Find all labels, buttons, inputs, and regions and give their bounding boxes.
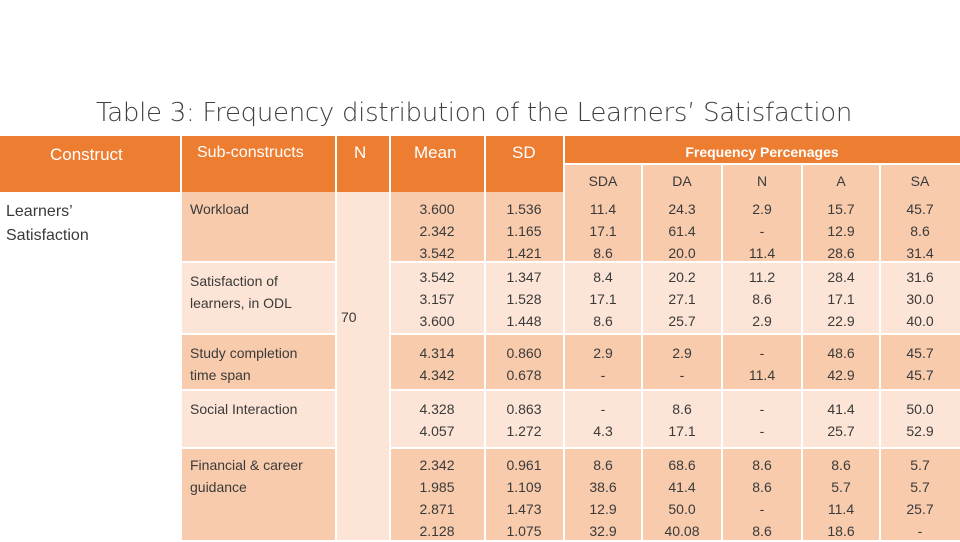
row-subconstruct: Satisfaction of learners, in ODL <box>190 273 292 311</box>
cell-n: - 11.4 <box>748 345 776 383</box>
cell-sa: 31.6 30.0 40.0 <box>906 269 934 329</box>
grid-vline <box>484 136 486 540</box>
cell-sa: 50.0 52.9 <box>906 401 934 439</box>
row-band-2 <box>181 262 960 334</box>
header-a: A <box>836 173 846 189</box>
cell-n: 11.2 8.6 2.9 <box>748 269 776 329</box>
grid-hline <box>564 163 960 165</box>
cell-da: 2.9 - <box>672 345 692 383</box>
header-n: N <box>354 143 367 162</box>
cell-da: 8.6 17.1 <box>668 401 696 439</box>
cell-da: 68.6 41.4 50.0 40.08 <box>664 457 700 539</box>
row-subconstruct: Financial & career guidance <box>190 457 303 495</box>
subheader-band <box>564 164 960 192</box>
header-mean: Mean <box>414 143 457 162</box>
header-construct <box>0 136 181 192</box>
cell-n: - - <box>759 401 765 439</box>
cell-sd: 1.536 1.165 1.421 <box>506 201 542 261</box>
cell-da: 20.2 27.1 25.7 <box>668 269 696 329</box>
cell-sda: 8.4 17.1 8.6 <box>589 269 617 329</box>
n-merged-cell <box>336 192 390 540</box>
row-subconstruct: Social Interaction <box>190 401 298 417</box>
grid-vline <box>335 136 337 540</box>
cell-a: 48.6 42.9 <box>827 345 855 383</box>
cell-mean: 4.328 4.057 <box>419 401 455 439</box>
header-sd: SD <box>512 143 536 162</box>
table-title: Table 3: Frequency distribution of the L… <box>96 98 853 128</box>
grid-hline <box>390 333 960 335</box>
grid-hline <box>390 447 960 449</box>
cell-sd: 1.347 1.528 1.448 <box>506 269 542 329</box>
grid-vline <box>879 164 881 540</box>
grid-hline <box>390 389 960 391</box>
header-subconstructs: Sub-constructs <box>197 144 304 161</box>
grid-vline <box>389 136 391 540</box>
cell-sa: 5.7 5.7 25.7 - <box>906 457 934 539</box>
row-band-3 <box>181 334 960 390</box>
cell-n: 8.6 8.6 - 8.6 <box>752 457 772 539</box>
cell-n: 2.9 - 11.4 <box>748 201 776 261</box>
cell-da: 24.3 61.4 20.0 <box>668 201 696 261</box>
grid-hline <box>181 447 336 449</box>
grid-vline <box>641 164 643 540</box>
cell-mean: 3.600 2.342 3.542 <box>419 201 455 261</box>
cell-sda: 8.6 38.6 12.9 32.9 <box>589 457 617 539</box>
cell-mean: 2.342 1.985 2.871 2.128 <box>419 457 455 539</box>
cell-a: 28.4 17.1 22.9 <box>827 269 855 329</box>
grid-hline <box>181 333 336 335</box>
grid-vline <box>180 136 182 540</box>
cell-a: 8.6 5.7 11.4 18.6 <box>827 457 855 539</box>
cell-sda: 11.4 17.1 8.6 <box>589 201 617 261</box>
cell-sd: 0.863 1.272 <box>506 401 542 439</box>
cell-sa: 45.7 8.6 31.4 <box>906 201 934 261</box>
grid-hline <box>181 261 336 263</box>
header-construct-label: Construct <box>50 145 123 164</box>
header-row-orange <box>181 136 564 192</box>
row-band-4 <box>181 390 960 448</box>
n-value: 70 <box>341 309 357 325</box>
header-frequency: Frequency Percenages <box>685 144 839 160</box>
grid-hline <box>390 261 960 263</box>
row-subconstruct: Workload <box>190 201 249 217</box>
cell-sd: 0.860 0.678 <box>506 345 542 383</box>
header-n-freq: N <box>756 173 768 189</box>
cell-sda: 2.9 - <box>593 345 613 383</box>
cell-sd: 0.961 1.109 1.473 1.075 <box>506 457 542 539</box>
cell-a: 41.4 25.7 <box>827 401 855 439</box>
header-da: DA <box>672 173 692 189</box>
row-band-1 <box>181 192 960 262</box>
cell-mean: 4.314 4.342 <box>419 345 455 383</box>
construct-value: Learners’ Satisfaction <box>6 203 89 244</box>
header-sa: SA <box>910 173 930 189</box>
row-subconstruct: Study completion time span <box>190 345 298 383</box>
grid-vline <box>801 164 803 540</box>
cell-sa: 45.7 45.7 <box>906 345 934 383</box>
grid-vline <box>721 164 723 540</box>
header-sda: SDA <box>588 173 618 189</box>
cell-sda: - 4.3 <box>593 401 613 439</box>
cell-mean: 3.542 3.157 3.600 <box>419 269 455 329</box>
row-band-5 <box>181 448 960 540</box>
header-frequency-cell <box>564 136 960 164</box>
cell-a: 15.7 12.9 28.6 <box>827 201 855 261</box>
satisfaction-table: Construct Sub-constructs N Mean SD Frequ… <box>0 136 960 540</box>
grid-vline <box>563 136 565 540</box>
grid-hline <box>181 389 336 391</box>
